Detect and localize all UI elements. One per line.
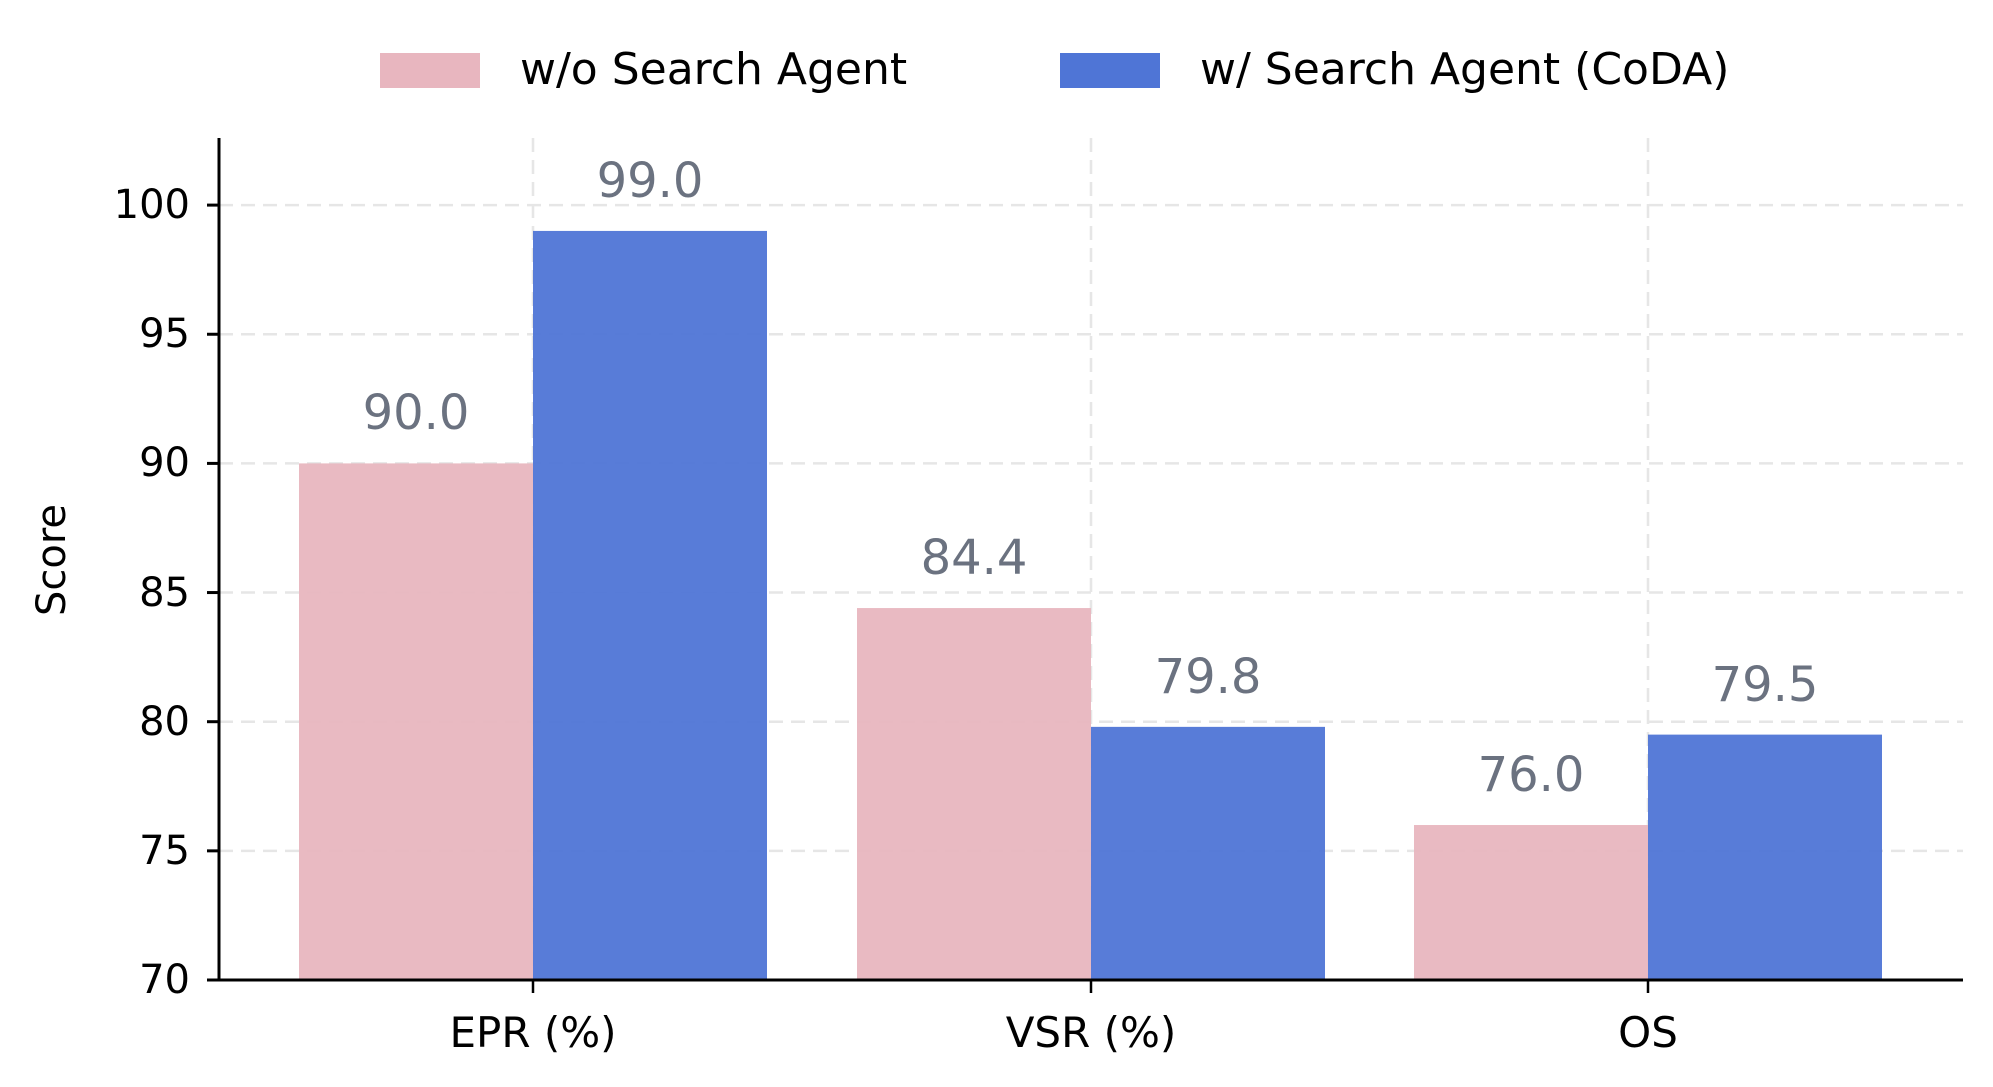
tick-marks [207,203,1650,993]
legend-swatch-blue [1060,52,1160,88]
bar-with-search [1091,726,1325,980]
bar-value-label: 76.0 [1477,747,1585,804]
legend-label: w/ Search Agent (CoDA) [1200,44,1730,95]
y-axis-title: Score [29,503,75,617]
bar-with-search [1648,734,1882,980]
bar-without-search [1414,825,1648,980]
bar-value-label: 99.0 [596,152,704,209]
x-tick-label: VSR (%) [1005,1008,1177,1057]
bars [299,230,1882,980]
y-tick-label: 80 [139,698,190,745]
legend-item-with-search[interactable]: w/ Search Agent (CoDA) [1060,40,1729,100]
legend: w/o Search Agent w/ Search Agent (CoDA) [0,40,1993,100]
x-tick-label: EPR (%) [449,1008,617,1057]
bar-value-label: 90.0 [362,385,470,442]
y-tick-label: 90 [139,440,190,487]
y-tick-label: 100 [113,182,190,229]
legend-item-without-search[interactable]: w/o Search Agent [380,40,907,100]
bar-value-label: 84.4 [920,530,1028,587]
x-tick-label: OS [1618,1008,1678,1057]
y-tick-label: 75 [139,827,190,874]
bar-value-label: 79.5 [1711,656,1819,713]
bar-value-label: 79.8 [1154,648,1262,705]
legend-label: w/o Search Agent [520,44,908,95]
legend-swatch-pink [380,52,480,88]
bar-with-search [533,230,767,980]
y-tick-label: 85 [139,569,190,616]
y-tick-label: 95 [139,311,190,358]
bar-without-search [857,608,1091,980]
y-tick-label: 70 [139,957,190,1003]
bar-without-search [299,463,533,980]
